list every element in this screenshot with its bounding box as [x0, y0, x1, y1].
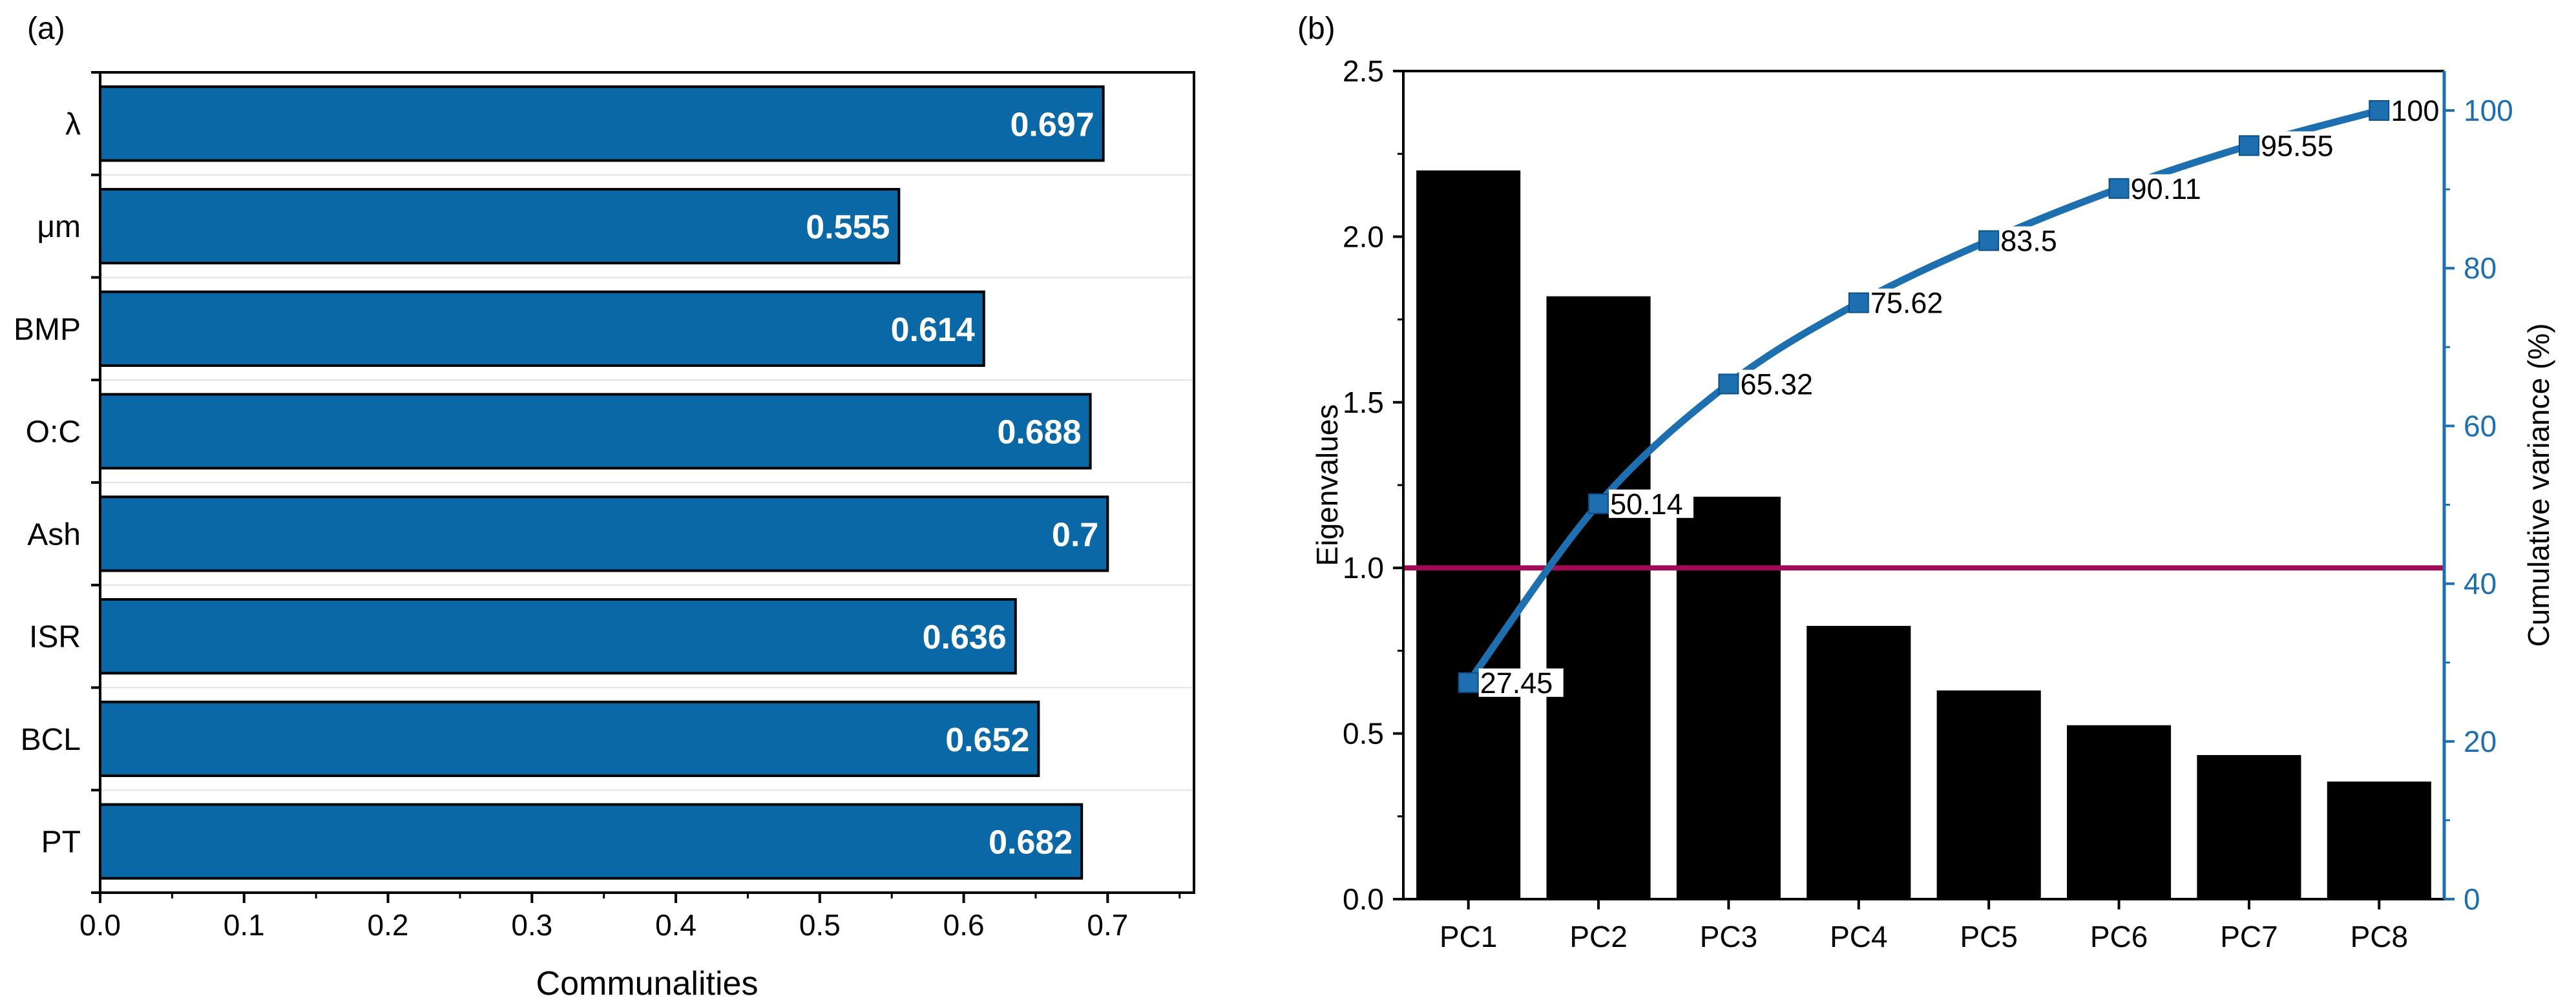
cumulative-label-bg — [1999, 226, 2068, 255]
data-label: 0.682 — [989, 824, 1073, 862]
panel-b-label: (b) — [1297, 12, 1335, 46]
eigenvalue-bar — [1936, 690, 2041, 899]
cumulative-variance-labels: 27.45 50.14 65.32 75.62 83.5 90.11 95.55 100 — [1478, 94, 2442, 700]
x-tick-label: PC6 — [2090, 920, 2148, 953]
y-tick-label: λ — [65, 107, 81, 141]
cumulative-label-bg — [2129, 174, 2214, 203]
right-tick-label: 20 — [2464, 725, 2497, 758]
eigenvalue-bar — [2327, 781, 2431, 899]
cumulative-label: 65.32 — [1740, 368, 1813, 400]
data-label: 0.614 — [891, 311, 975, 349]
x-tick-label: 0.1 — [224, 908, 265, 942]
cumulative-label: 90.11 — [2131, 172, 2201, 205]
eigenvalue-bars — [1416, 170, 2431, 900]
cumulative-label: 100 — [2391, 94, 2439, 127]
communalities-x-axis-title: Communalities — [536, 965, 759, 1002]
left-tick-label: 1.0 — [1343, 551, 1384, 585]
x-tick-label: PC1 — [1440, 920, 1497, 953]
eigenvalue-bar — [1806, 625, 1911, 899]
right-tick-label: 100 — [2464, 94, 2513, 127]
x-tick-label: PC4 — [1830, 920, 1887, 953]
cumulative-label-bg — [1478, 668, 1564, 697]
bar — [99, 290, 985, 368]
bar — [99, 495, 1109, 572]
y-tick-label: O:C — [26, 415, 81, 450]
data-label: 0.7 — [1052, 516, 1098, 554]
x-tick-label: PC8 — [2351, 920, 2408, 953]
cumulative-marker — [1718, 373, 1739, 395]
bar — [99, 700, 1040, 778]
x-tick-label: PC2 — [1569, 920, 1627, 953]
x-tick-label: 0.3 — [511, 908, 552, 942]
cumulative-label: 27.45 — [1480, 667, 1553, 700]
right-tick-label: 0 — [2464, 882, 2480, 916]
cumulative-label-bg — [1869, 288, 1954, 317]
cumulative-label: 83.5 — [2000, 225, 2057, 258]
bar — [99, 803, 1084, 880]
cumulative-label: 50.14 — [1610, 488, 1683, 521]
right-tick-label: 60 — [2464, 409, 2497, 442]
bar — [99, 393, 1092, 470]
x-tick-label: 0.0 — [79, 908, 121, 942]
communalities-gridlines — [100, 174, 1194, 791]
eigenvalue-bar — [2197, 754, 2301, 899]
x-tick-label: PC5 — [1960, 920, 2017, 953]
y-tick-label: BMP — [14, 313, 81, 347]
cumulative-marker — [1848, 292, 1869, 313]
data-label: 0.697 — [1011, 106, 1094, 143]
cumulative-marker — [1458, 672, 1479, 693]
x-tick-label: PC7 — [2220, 920, 2278, 953]
y-tick-label: BCL — [21, 723, 81, 757]
cumulative-label-bg — [1609, 489, 1694, 518]
cumulative-marker — [1588, 493, 1609, 514]
communalities-bars — [99, 85, 1109, 880]
cumulative-label: 95.55 — [2261, 129, 2334, 162]
x-tick-label: 0.4 — [655, 908, 696, 942]
eigenvalue-bar — [2067, 725, 2172, 899]
eigenvalue-bar — [1676, 496, 1781, 899]
scree-axes: 0.0 0.5 1.0 1.5 2.0 2.5 0 20 40 60 80 100 PC1 PC2 PC3 P… — [1343, 54, 2513, 953]
eigenvalue-bar — [1416, 170, 1521, 900]
panel-a-label: (a) — [27, 12, 65, 46]
right-tick-label: 80 — [2464, 251, 2497, 285]
cumulative-marker — [2108, 178, 2130, 199]
x-tick-label: 0.2 — [368, 908, 409, 942]
bar — [99, 85, 1105, 162]
x-tick-label: 0.5 — [799, 908, 841, 942]
cumulative-variance-markers — [1458, 100, 2390, 693]
x-tick-label: 0.6 — [943, 908, 985, 942]
cumulative-label-bg — [1739, 369, 1824, 399]
eigenvalues-axis-title: Eigenvalues — [1310, 404, 1344, 566]
data-label: 0.555 — [806, 209, 890, 246]
left-tick-label: 1.5 — [1343, 386, 1384, 419]
x-tick-label: 0.7 — [1087, 908, 1128, 942]
left-tick-label: 0.5 — [1343, 717, 1384, 751]
bar — [99, 187, 901, 265]
plot-frame — [99, 71, 1195, 894]
left-tick-label: 2.0 — [1343, 220, 1384, 253]
left-tick-label: 0.0 — [1343, 882, 1384, 916]
y-tick-label: Ash — [27, 517, 81, 552]
cumulative-label-bg — [2259, 131, 2344, 160]
cumulative-marker — [2369, 100, 2390, 121]
left-tick-label: 2.5 — [1343, 54, 1384, 88]
cumulative-marker — [2238, 135, 2259, 156]
cumulative-label: 75.62 — [1870, 287, 1943, 320]
communalities-value-labels: 0.697 0.555 0.614 0.688 0.7 0.636 0.652 0.682 — [806, 106, 1098, 861]
data-label: 0.636 — [923, 619, 1007, 656]
eigenvalue-bar — [1546, 296, 1651, 900]
bar — [99, 597, 1017, 675]
x-tick-label: PC3 — [1700, 920, 1757, 953]
right-tick-label: 40 — [2464, 567, 2497, 601]
data-label: 0.652 — [945, 722, 1029, 759]
y-tick-label: ISR — [29, 620, 81, 654]
cumulative-marker — [1978, 230, 2000, 251]
data-label: 0.688 — [997, 414, 1081, 452]
cumulative-label-bg — [2389, 96, 2442, 125]
cumulative-variance-axis-title: Cumulative variance (%) — [2522, 323, 2555, 647]
y-tick-label: μm — [37, 210, 81, 244]
communalities-axes: λ μm BMP O:C Ash ISR BCL PT 0.0 0.1 0.2 0.3 0.4 0.5 0.… — [14, 71, 1195, 942]
y-tick-label: PT — [41, 825, 81, 860]
